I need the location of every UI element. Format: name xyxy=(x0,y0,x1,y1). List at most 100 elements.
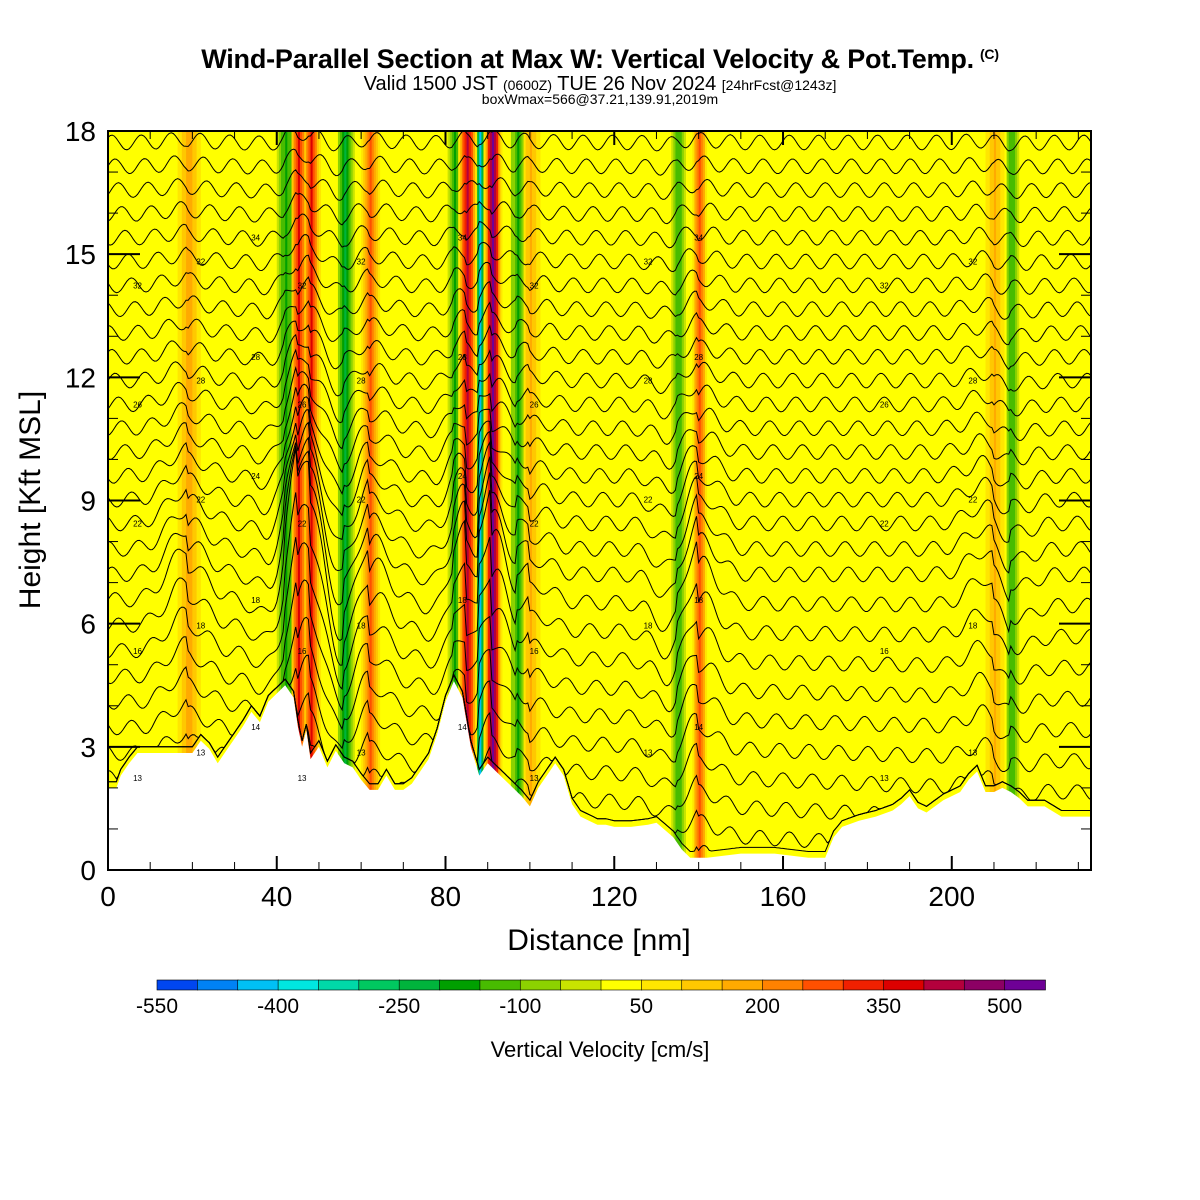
w-column xyxy=(460,131,463,870)
w-column xyxy=(607,131,611,870)
w-column xyxy=(479,131,482,870)
w-column xyxy=(941,131,944,870)
colorbar-title: Vertical Velocity [cm/s] xyxy=(491,1037,710,1062)
x-tick-label: 80 xyxy=(430,881,461,912)
w-column xyxy=(209,131,212,870)
w-column xyxy=(215,131,219,870)
w-column xyxy=(352,131,356,870)
w-column xyxy=(164,131,168,870)
w-column xyxy=(780,131,784,870)
w-column xyxy=(498,131,501,870)
w-column xyxy=(747,131,750,870)
theta-contour xyxy=(108,492,1091,666)
contour-label: 22 xyxy=(357,496,366,505)
w-column xyxy=(633,131,636,870)
w-column xyxy=(704,131,708,870)
w-column xyxy=(253,131,257,870)
w-column xyxy=(538,131,542,870)
w-column xyxy=(1002,131,1006,870)
w-column xyxy=(616,131,620,870)
w-column xyxy=(778,131,782,870)
contour-label: 28 xyxy=(458,353,467,362)
w-column xyxy=(259,131,263,870)
w-column xyxy=(1006,131,1010,870)
w-column xyxy=(449,131,453,870)
w-column xyxy=(825,131,828,870)
w-column xyxy=(145,131,149,870)
w-column xyxy=(1019,131,1022,870)
w-column xyxy=(783,131,786,870)
w-column xyxy=(508,131,512,870)
w-column xyxy=(894,131,898,870)
w-column xyxy=(753,131,757,870)
w-column xyxy=(709,131,712,870)
w-column xyxy=(983,131,987,870)
w-column xyxy=(544,131,548,870)
contour-label: 22 xyxy=(968,496,977,505)
w-column xyxy=(188,131,191,870)
colorbar-swatch xyxy=(1004,979,1046,991)
contour-label: 13 xyxy=(530,774,539,783)
contour-label: 32 xyxy=(133,281,142,290)
w-column xyxy=(899,131,902,870)
w-column xyxy=(635,131,639,870)
w-column xyxy=(380,131,383,870)
w-column xyxy=(681,131,685,870)
w-column xyxy=(584,131,588,870)
contour-label: 18 xyxy=(251,596,260,605)
w-column xyxy=(909,131,913,870)
contour-label: 32 xyxy=(298,281,307,290)
colorbar-swatch xyxy=(479,979,522,991)
w-column xyxy=(789,131,793,870)
contour-label: 16 xyxy=(880,647,889,656)
w-column xyxy=(816,131,820,870)
w-column xyxy=(226,131,229,870)
colorbar-swatch xyxy=(963,979,1006,991)
contour-label: 22 xyxy=(880,519,889,528)
w-column xyxy=(396,131,400,870)
x-tick-label: 160 xyxy=(760,881,807,912)
w-column xyxy=(245,131,248,870)
w-column xyxy=(732,131,736,870)
colorbar-tick-label: -400 xyxy=(257,995,299,1018)
w-column xyxy=(711,131,715,870)
w-column xyxy=(833,131,837,870)
w-column xyxy=(745,131,748,870)
w-column xyxy=(422,131,426,870)
colorbar-tick-label: 50 xyxy=(630,995,653,1018)
y-tick-label: 18 xyxy=(65,116,96,147)
w-column xyxy=(289,131,293,870)
contour-label: 28 xyxy=(251,353,260,362)
w-column xyxy=(804,131,807,870)
w-column xyxy=(949,131,953,870)
w-column xyxy=(342,131,345,870)
w-column xyxy=(219,131,223,870)
contour-label: 24 xyxy=(694,472,703,481)
w-column xyxy=(314,131,318,870)
w-column xyxy=(1036,131,1039,870)
w-column xyxy=(831,131,835,870)
w-column xyxy=(1042,131,1046,870)
w-column xyxy=(158,131,162,870)
w-column xyxy=(331,131,335,870)
w-column xyxy=(468,131,472,870)
w-column xyxy=(932,131,936,870)
x-axis-title: Distance [nm] xyxy=(507,924,690,957)
contour-label: 26 xyxy=(298,400,307,409)
w-column xyxy=(772,131,776,870)
y-tick-label: 9 xyxy=(80,486,96,517)
w-column xyxy=(513,131,516,870)
w-column xyxy=(181,131,185,870)
w-column xyxy=(991,131,995,870)
w-column xyxy=(152,131,156,870)
contour-label: 32 xyxy=(530,281,539,290)
w-column xyxy=(462,131,466,870)
w-column xyxy=(243,131,246,870)
w-column xyxy=(1029,131,1033,870)
contour-label: 16 xyxy=(298,647,307,656)
w-column xyxy=(409,131,413,870)
w-column xyxy=(968,131,972,870)
w-column xyxy=(190,131,193,870)
theta-contour xyxy=(108,105,1091,127)
w-column xyxy=(255,131,259,870)
